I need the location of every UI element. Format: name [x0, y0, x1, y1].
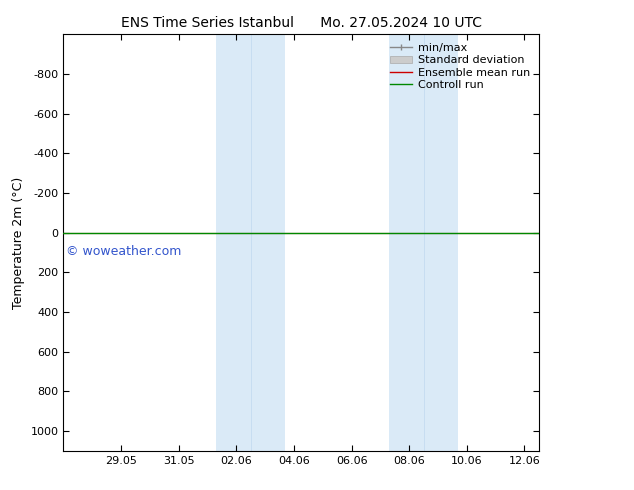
Text: © woweather.com: © woweather.com [67, 245, 182, 258]
Title: ENS Time Series Istanbul      Mo. 27.05.2024 10 UTC: ENS Time Series Istanbul Mo. 27.05.2024 … [120, 16, 482, 30]
Legend: min/max, Standard deviation, Ensemble mean run, Controll run: min/max, Standard deviation, Ensemble me… [387, 40, 533, 93]
Y-axis label: Temperature 2m (°C): Temperature 2m (°C) [12, 176, 25, 309]
Bar [216, 34, 285, 451]
Bar [389, 34, 458, 451]
